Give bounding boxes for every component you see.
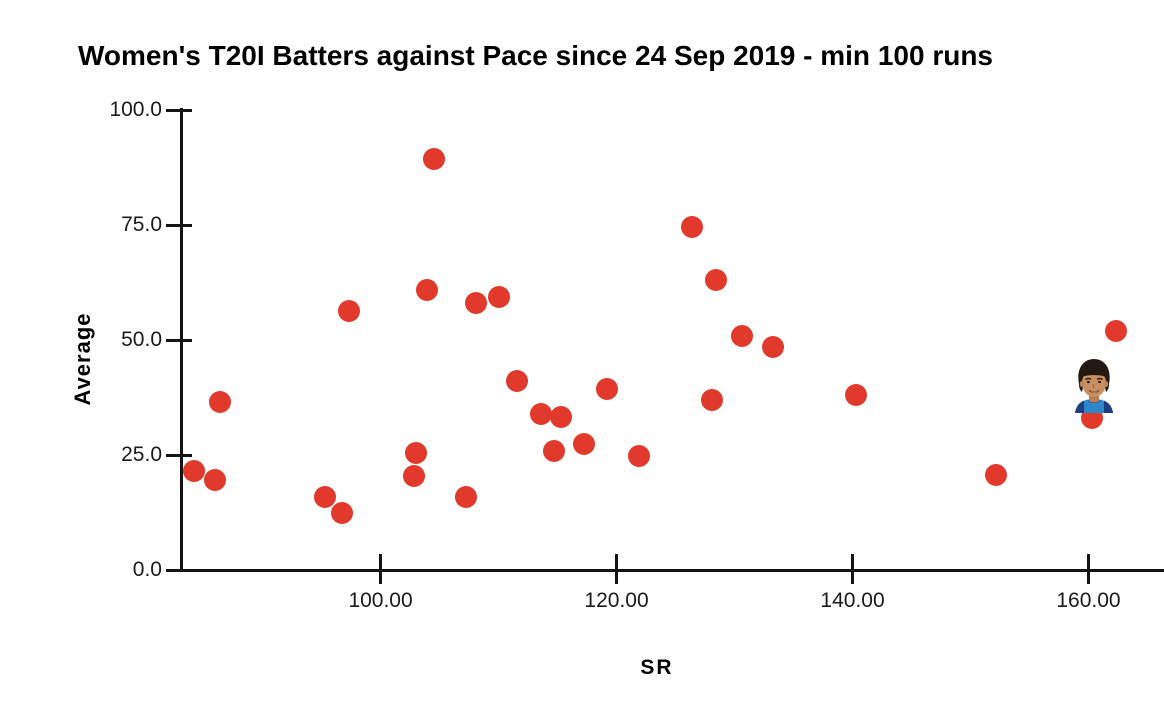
data-point: [465, 292, 488, 315]
data-point: [454, 485, 477, 508]
player-headshot-icon: [1075, 359, 1114, 414]
x-tick-label: 120.00: [584, 589, 649, 612]
y-tick-label: 25.0: [121, 443, 162, 466]
chart-title: Women's T20I Batters against Pace since …: [78, 40, 993, 71]
x-tick-mark: [379, 554, 383, 584]
y-tick-mark: [166, 338, 192, 342]
x-tick-label: 140.00: [820, 589, 885, 612]
data-point: [337, 300, 360, 323]
data-point: [701, 388, 724, 411]
y-axis-title: Average: [70, 312, 95, 406]
data-point: [730, 324, 753, 347]
x-axis-line: [180, 569, 1164, 572]
data-point: [402, 465, 425, 488]
data-point: [404, 442, 427, 465]
data-point: [985, 463, 1008, 486]
data-point: [596, 378, 619, 401]
y-tick-label: 75.0: [121, 213, 162, 236]
data-point: [183, 460, 206, 483]
y-tick-label: 0.0: [132, 558, 162, 581]
data-point: [627, 444, 650, 467]
data-point: [550, 405, 573, 428]
x-tick-mark: [1086, 554, 1090, 584]
data-point: [530, 403, 553, 426]
y-tick-mark: [166, 453, 192, 457]
x-tick-mark: [851, 554, 855, 584]
data-point: [762, 335, 785, 358]
data-point: [572, 432, 595, 455]
data-point: [204, 468, 227, 491]
data-point: [1104, 319, 1127, 342]
data-point: [314, 485, 337, 508]
data-point: [704, 269, 727, 292]
y-tick-mark: [166, 568, 192, 572]
x-axis-title: SR: [640, 656, 674, 679]
x-tick-label: 100.00: [348, 589, 413, 612]
data-point: [330, 501, 353, 524]
data-point: [543, 439, 565, 462]
player-photo-marker: [1071, 357, 1117, 414]
data-point: [422, 148, 445, 171]
x-tick-label: 160.00: [1056, 589, 1121, 612]
data-point: [487, 286, 510, 309]
data-point: [506, 369, 529, 392]
data-point: [415, 278, 438, 301]
y-tick-label: 100.0: [109, 98, 162, 121]
data-point: [845, 384, 868, 407]
data-point: [209, 391, 232, 414]
data-point: [681, 215, 704, 238]
y-tick-mark: [166, 108, 192, 112]
y-tick-label: 50.0: [121, 328, 162, 351]
x-tick-mark: [615, 554, 619, 584]
y-tick-mark: [166, 223, 192, 227]
